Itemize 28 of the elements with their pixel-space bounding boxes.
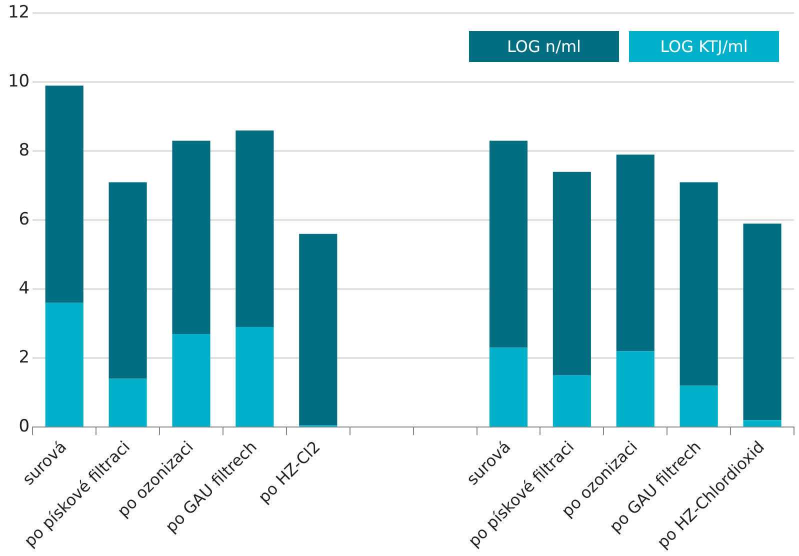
y-tick-label: 4 xyxy=(18,278,30,299)
y-tick-label: 0 xyxy=(18,416,30,436)
bar xyxy=(236,130,274,328)
bar xyxy=(552,375,591,427)
y-tick-label: 2 xyxy=(18,348,30,368)
bar xyxy=(45,86,84,303)
text: LOG KTJ/ml xyxy=(629,31,779,62)
bar xyxy=(680,386,718,427)
bar xyxy=(680,182,718,386)
bar xyxy=(616,351,654,427)
bar xyxy=(108,182,147,379)
bar xyxy=(172,140,210,334)
y-tick-label: 12 xyxy=(8,2,30,23)
bar xyxy=(616,154,654,352)
bar xyxy=(743,224,782,420)
bar xyxy=(299,234,338,426)
bar xyxy=(743,420,782,427)
bar xyxy=(45,302,84,427)
bar xyxy=(552,172,591,376)
bar xyxy=(108,378,147,427)
y-tick-label: 8 xyxy=(18,140,30,161)
text: LOG n/ml xyxy=(469,31,619,62)
y-tick-label: 10 xyxy=(8,72,30,92)
bar xyxy=(489,348,528,427)
y-tick-label: 6 xyxy=(18,210,30,230)
bar xyxy=(236,327,274,427)
bar xyxy=(172,334,210,427)
bar xyxy=(489,140,528,348)
